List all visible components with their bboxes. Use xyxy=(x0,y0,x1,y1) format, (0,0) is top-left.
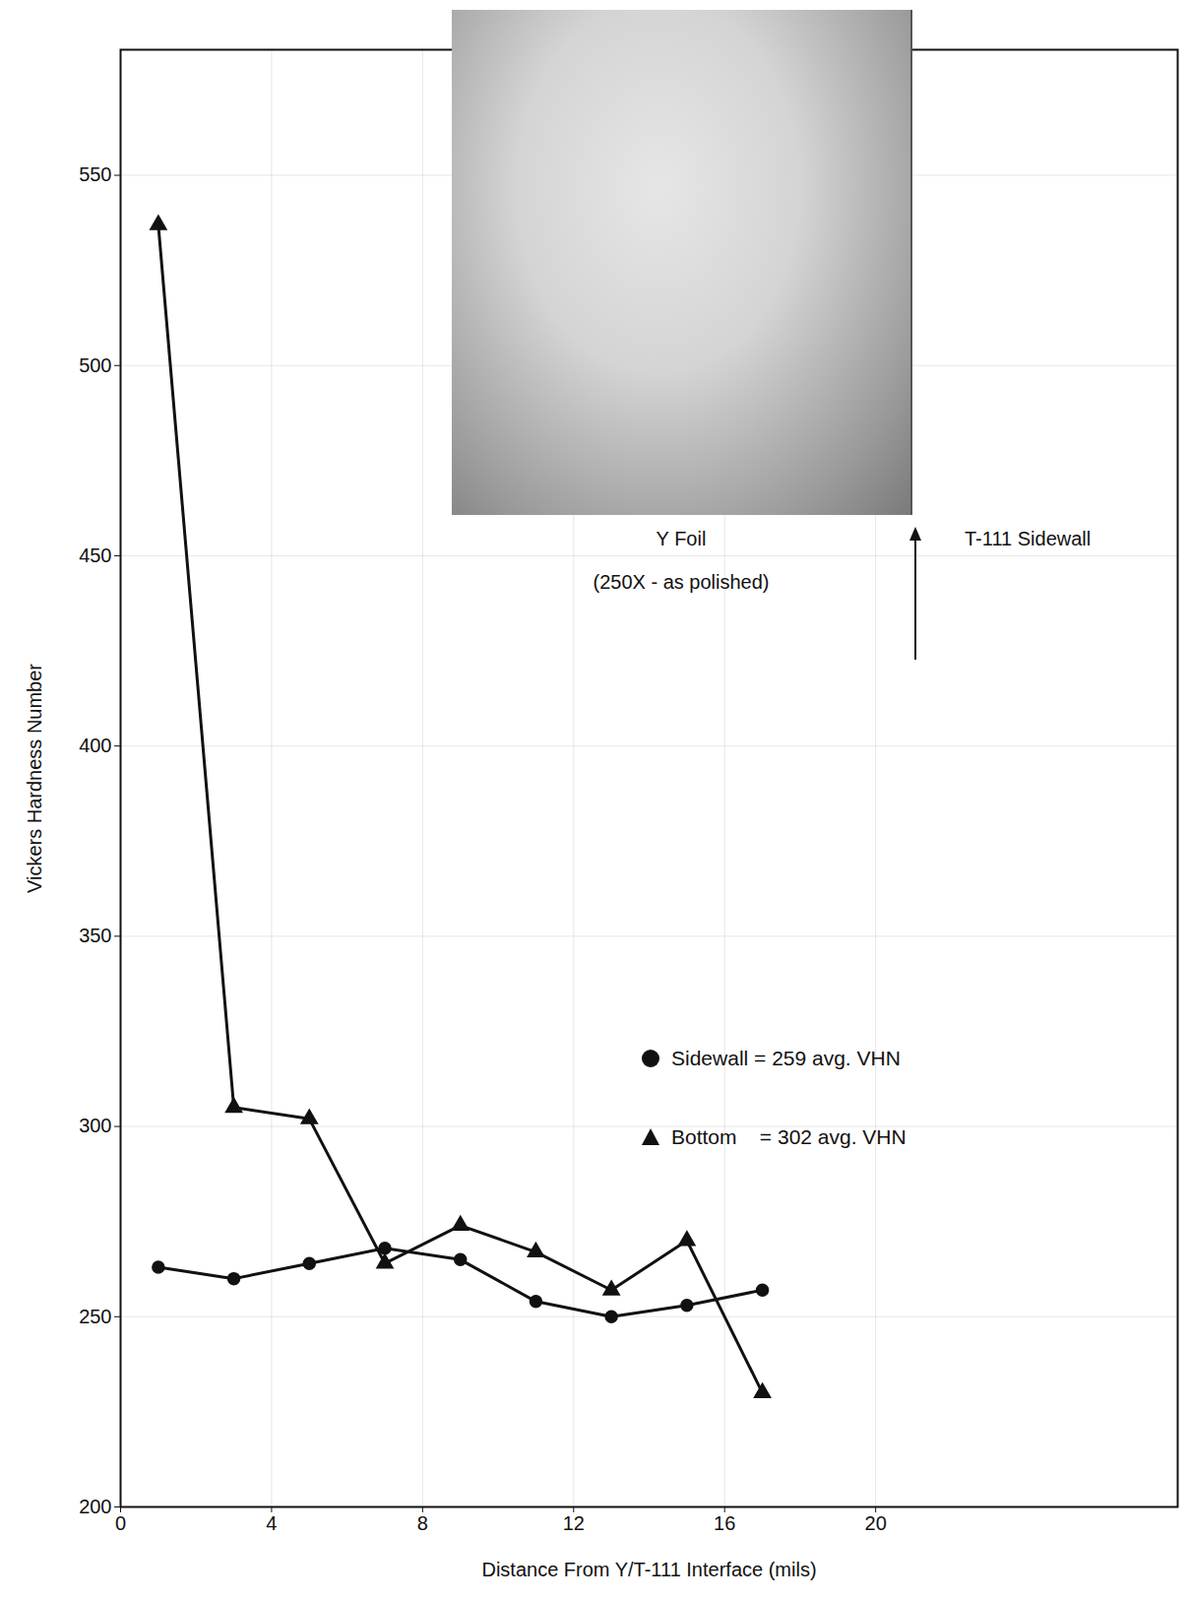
svg-text:350: 350 xyxy=(78,924,112,946)
svg-text:550: 550 xyxy=(78,163,112,186)
svg-text:Vickers Hardness Number: Vickers Hardness Number xyxy=(23,663,46,893)
svg-text:400: 400 xyxy=(78,734,112,756)
svg-text:300: 300 xyxy=(78,1114,112,1136)
svg-text:200: 200 xyxy=(78,1495,112,1517)
svg-text:20: 20 xyxy=(865,1511,887,1534)
svg-text:8: 8 xyxy=(417,1511,429,1534)
svg-text:4: 4 xyxy=(265,1511,277,1534)
html-text:(250X - as polished): (250X - as polished) xyxy=(593,570,770,593)
svg-text:450: 450 xyxy=(78,544,112,566)
svg-text:16: 16 xyxy=(713,1511,736,1534)
html-text:T-111 Sidewall: T-111 Sidewall xyxy=(964,527,1091,550)
html-text:Sidewall = 259 avg. VHN: Sidewall = 259 avg. VHN xyxy=(671,1046,901,1069)
html-text:Bottom = 302 avg. VHN: Bottom = 302 avg. VHN xyxy=(671,1125,907,1148)
html-text:Y Foil: Y Foil xyxy=(656,527,707,550)
svg-text:Distance From Y/T-111 Interfac: Distance From Y/T-111 Interface (mils) xyxy=(481,1558,816,1580)
svg-text:500: 500 xyxy=(78,354,112,376)
svg-text:0: 0 xyxy=(115,1511,126,1534)
svg-text:250: 250 xyxy=(78,1305,112,1327)
svg-text:12: 12 xyxy=(563,1511,585,1534)
